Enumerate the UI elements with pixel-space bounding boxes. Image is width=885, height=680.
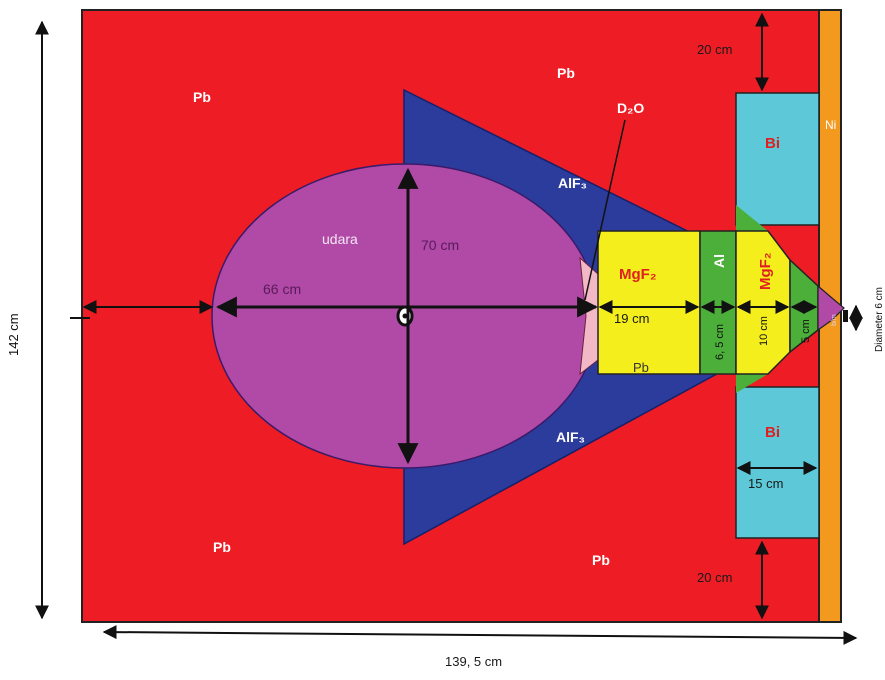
al-fringe-bottom [736, 374, 768, 393]
label-al: Al [711, 254, 727, 268]
label-65cm: 6, 5 cm [714, 324, 726, 360]
label-diameter: Diameter 6 cm [874, 287, 885, 352]
label-15cm: 15 cm [748, 476, 783, 491]
dim-1395-line [102, 625, 858, 645]
label-ni: Ni [825, 118, 836, 132]
label-1395cm: 139, 5 cm [445, 654, 502, 669]
label-20cm-top: 20 cm [697, 42, 732, 57]
tip-block [817, 284, 845, 332]
label-mgf2-right: MgF₂ [757, 253, 774, 291]
label-udara: udara [322, 231, 358, 247]
label-142cm: 142 cm [6, 313, 21, 356]
label-alf3-bottom: AlF₃ [556, 429, 585, 445]
label-pb-bottom-left: Pb [213, 539, 231, 555]
label-10cm: 10 cm [758, 316, 770, 346]
diameter-marker [843, 310, 848, 322]
bi-top [735, 92, 820, 226]
label-66cm: 66 cm [263, 281, 301, 297]
label-pb-top-left: Pb [193, 89, 211, 105]
label-bi-top: Bi [765, 135, 780, 152]
label-pb-center: Pb [633, 360, 649, 375]
label-20cm-bottom: 20 cm [697, 570, 732, 585]
label-small-right: b/m [831, 314, 838, 326]
label-70cm: 70 cm [421, 237, 459, 253]
al-fringe-top [736, 205, 768, 231]
bi-bottom [735, 386, 820, 539]
mgf2-pb-block [597, 230, 701, 375]
label-5cm: 5 cm [800, 319, 812, 343]
label-mgf2-left: MgF₂ [619, 266, 657, 283]
label-19cm: 19 cm [614, 311, 649, 326]
label-pb-top-center: Pb [557, 65, 575, 81]
label-bi-bottom: Bi [765, 424, 780, 441]
label-d2o: D₂O [617, 100, 644, 116]
label-pb-bottom-center: Pb [592, 552, 610, 568]
dim-d2o-pointer [584, 119, 626, 301]
label-alf3-top: AlF₃ [558, 175, 587, 191]
mgf2-right-block [735, 230, 791, 375]
